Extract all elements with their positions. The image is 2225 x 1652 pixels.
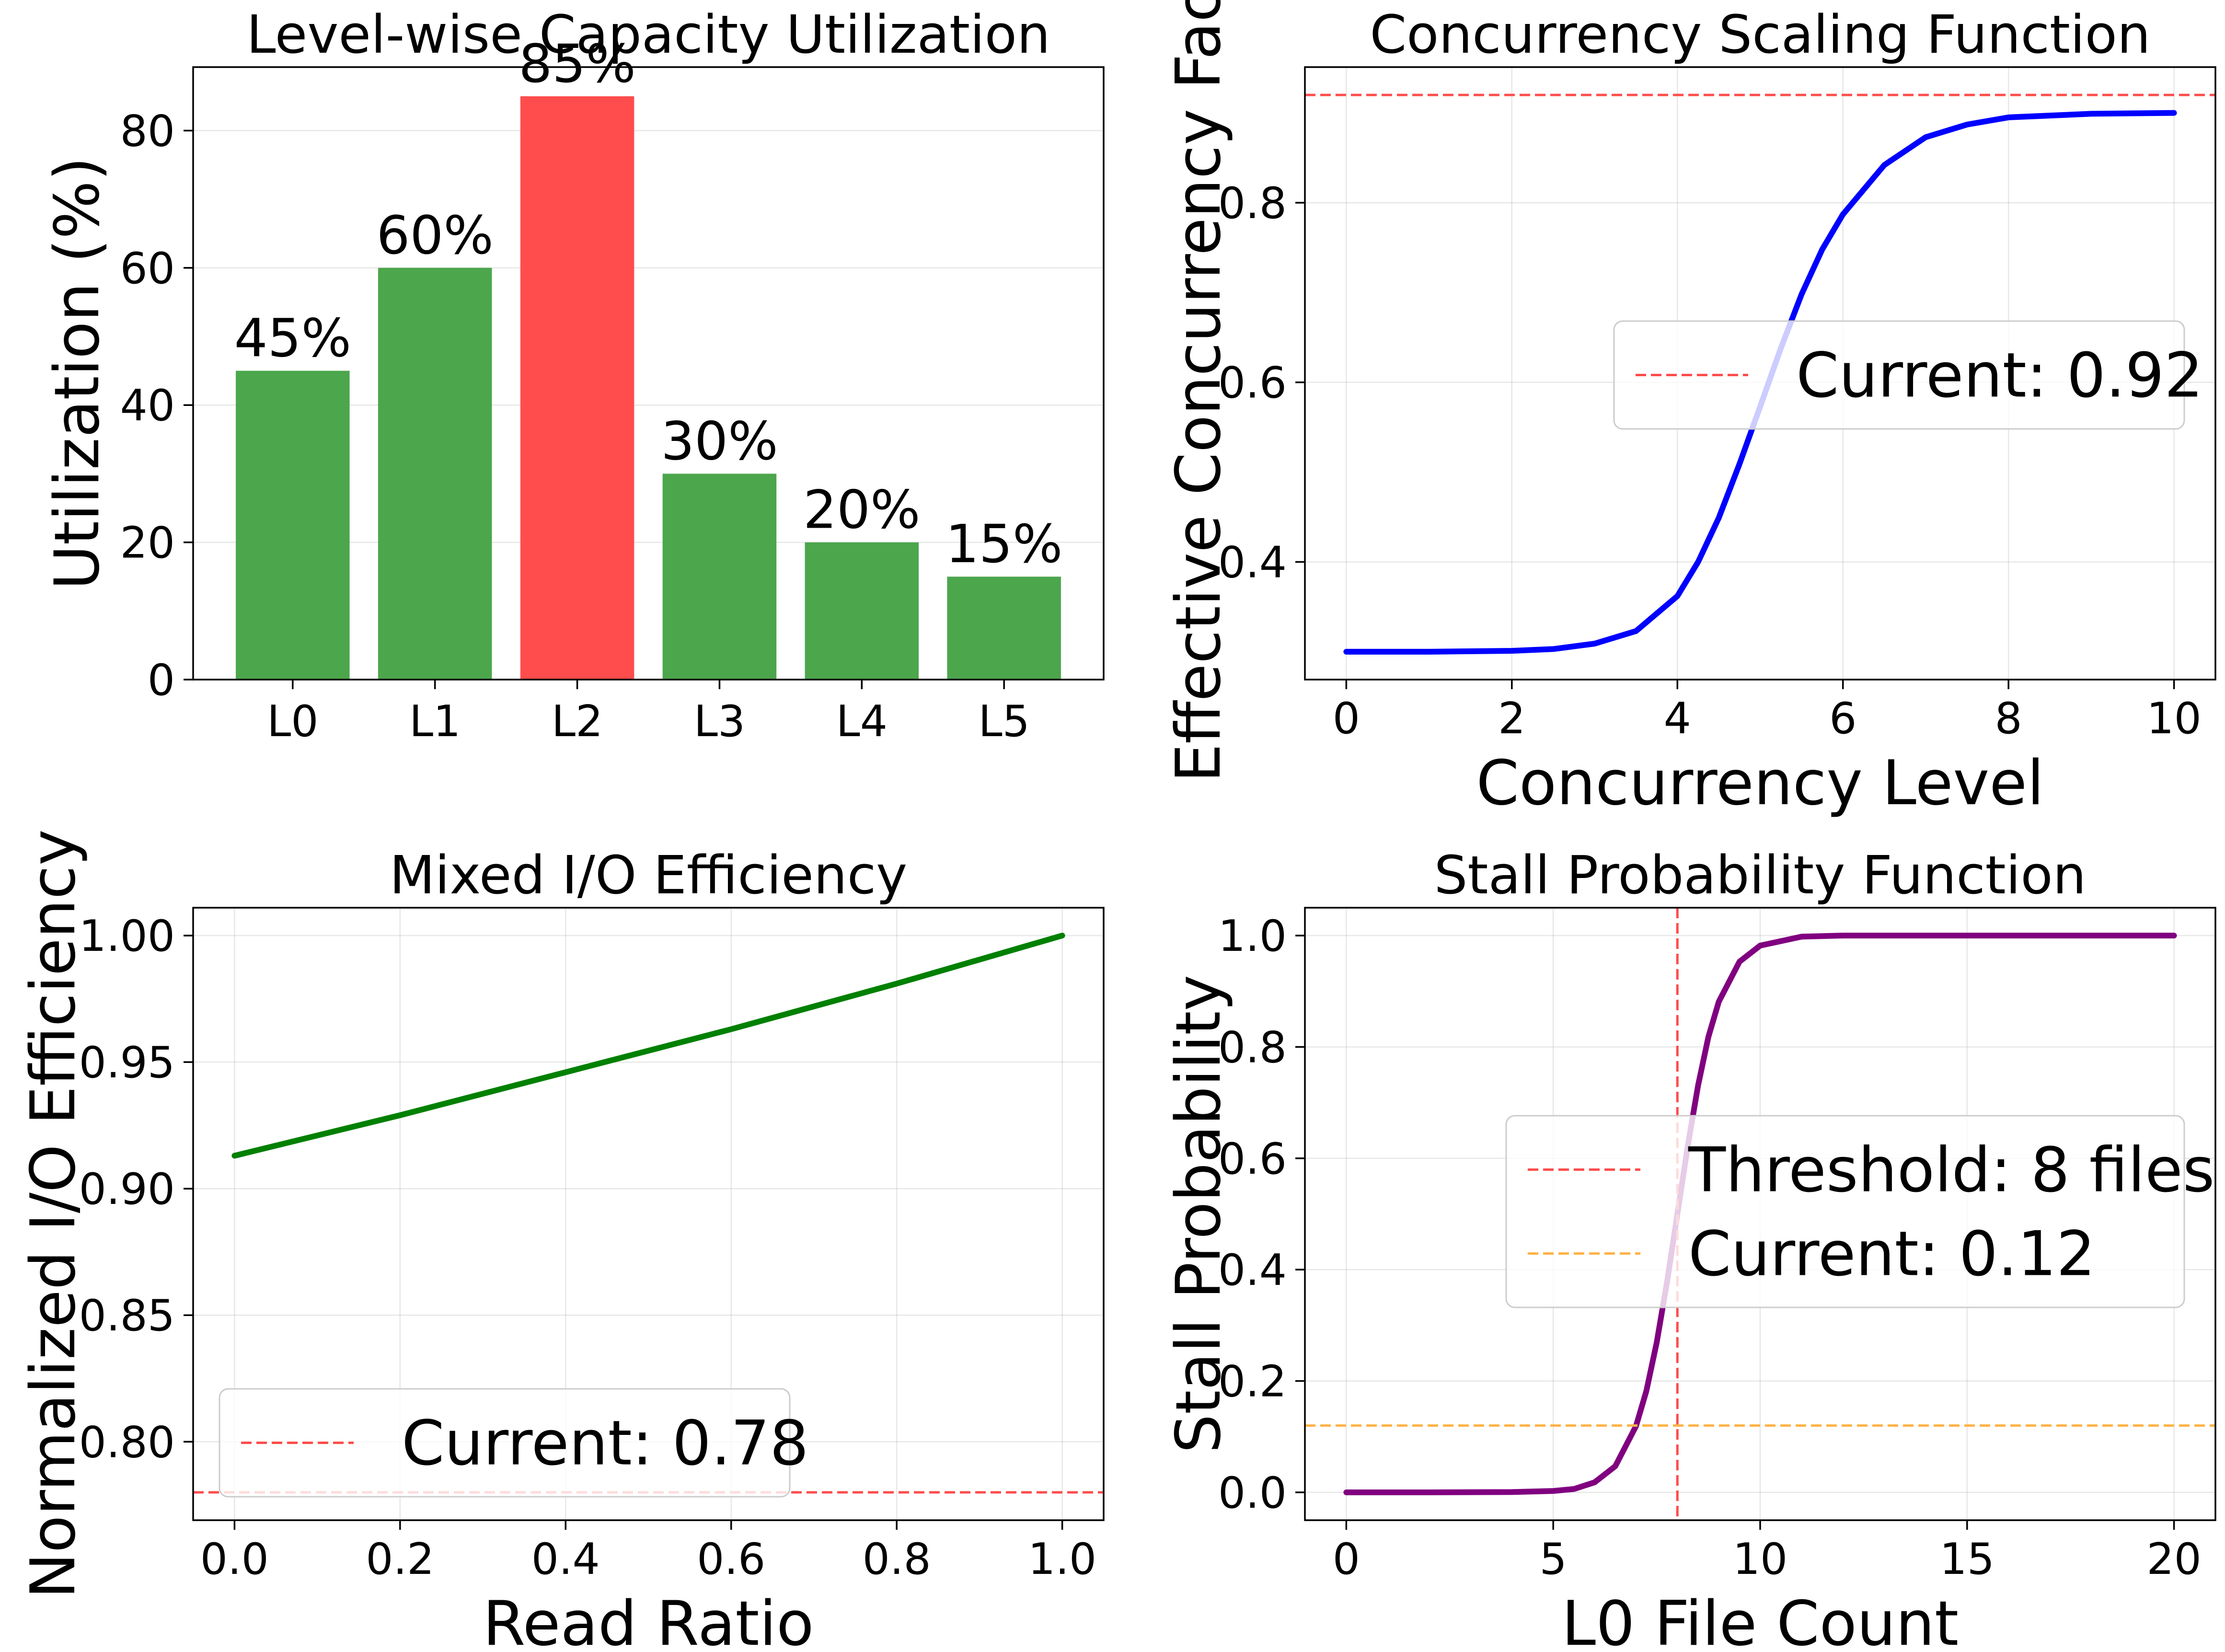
x-tick-label: 1.0 (1028, 1534, 1096, 1584)
legend-entry: Threshold: 8 files (1688, 1135, 2214, 1206)
bar-l1 (378, 267, 492, 680)
y-tick-label: 0.95 (79, 1038, 175, 1088)
x-tick-label: L2 (552, 696, 603, 747)
y-tick-label: 0.6 (1218, 1134, 1287, 1184)
axis-ticks: 0 2 4 6 8 10 0.4 0.6 0.8 (1218, 178, 2202, 744)
y-tick-label: 0.4 (1218, 538, 1287, 588)
bar-value-label: 60% (376, 205, 494, 266)
stall-probability-chart: 0 5 10 15 20 0.0 0.2 0.4 0.6 0.8 1.0 Threshold: 8 … (1163, 844, 2216, 1652)
y-tick-label: 0.85 (79, 1291, 175, 1341)
axis-ticks: 0 5 10 15 20 0.0 0.2 0.4 0.6 0.8 1.0 (1218, 911, 2202, 1584)
bar-value-label: 30% (661, 410, 778, 472)
legend-entry: Current: 0.92 (1796, 340, 2203, 412)
x-tick-label: L4 (836, 696, 888, 747)
y-tick-label: 0.8 (1218, 178, 1287, 229)
y-tick-label: 0 (148, 655, 175, 705)
y-tick-label: 0.80 (79, 1417, 175, 1467)
x-tick-label: 0.0 (200, 1534, 269, 1584)
x-tick-label: 8 (1995, 693, 2022, 744)
y-axis-label: Utilization (%) (42, 157, 113, 590)
axis-ticks: 0.0 0.2 0.4 0.6 0.8 1.0 0.80 0.85 0.90 0.95 1.00 (79, 911, 1097, 1584)
x-tick-label: 0.2 (366, 1534, 434, 1584)
y-tick-label: 0.0 (1218, 1468, 1287, 1518)
x-tick-label: 0 (1333, 1534, 1360, 1584)
y-axis-label: Effective Concurrency Fact (1163, 0, 1234, 783)
x-tick-label: 2 (1498, 693, 1525, 744)
bar-l2 (520, 96, 634, 680)
y-tick-label: 0.6 (1218, 358, 1287, 408)
bar-l5 (947, 577, 1061, 680)
x-tick-label: L3 (694, 696, 745, 747)
y-tick-label: 80 (120, 106, 175, 156)
bar-value-label: 20% (803, 479, 921, 541)
capacity-utilization-chart: L0 L1 L2 L3 L4 L5 0 20 40 60 80 45% 60% 85% 30% 20% 15%… (42, 4, 1105, 747)
x-tick-label: 0.8 (863, 1534, 931, 1584)
legend: Current: 0.78 (219, 1388, 809, 1498)
bar-value-label: 45% (234, 308, 352, 369)
legend-box (1505, 1115, 2185, 1308)
bar-value-label: 15% (945, 513, 1063, 575)
bar-value-labels: 45% 60% 85% 30% 20% 15% (234, 33, 1063, 575)
bar-l4 (805, 542, 919, 680)
x-tick-label: 20 (2146, 1534, 2202, 1584)
x-tick-label: L0 (267, 696, 318, 747)
legend: Threshold: 8 files Current: 0.12 (1505, 1115, 2214, 1308)
concurrency-scaling-chart: 0 2 4 6 8 10 0.4 0.6 0.8 Current: 0.92 Concurren… (1163, 0, 2216, 819)
legend: Current: 0.92 (1613, 320, 2203, 430)
legend-entry: Current: 0.78 (402, 1408, 809, 1479)
chart-title: Mixed I/O Efficiency (390, 844, 908, 906)
chart-title: Level-wise Capacity Utilization (246, 4, 1050, 65)
bar-l0 (236, 370, 350, 680)
series-lines (231, 933, 1065, 1159)
y-tick-label: 20 (120, 518, 175, 568)
y-tick-label: 40 (120, 381, 175, 431)
plot-frame (192, 66, 1105, 681)
series-line (231, 933, 1065, 1159)
x-tick-label: 4 (1664, 693, 1691, 744)
plot-frame (1304, 66, 2216, 681)
x-tick-label: 5 (1540, 1534, 1567, 1584)
x-tick-label: 10 (1733, 1534, 1788, 1584)
x-axis-label: Read Ratio (483, 1588, 814, 1652)
legend-box (219, 1388, 791, 1498)
x-tick-label: 15 (1940, 1534, 1995, 1584)
mixed-io-efficiency-chart: 0.0 0.2 0.4 0.6 0.8 1.0 0.80 0.85 0.90 0.95 1.00 C… (18, 829, 1105, 1652)
legend-entry: Current: 0.12 (1688, 1219, 2096, 1290)
y-tick-label: 0.90 (79, 1164, 175, 1214)
x-tick-label: 0 (1333, 693, 1360, 744)
x-tick-label: 10 (2146, 693, 2202, 744)
x-axis-label: Concurrency Level (1476, 748, 2044, 819)
x-tick-label: 0.6 (697, 1534, 765, 1584)
x-tick-label: 6 (1829, 693, 1856, 744)
y-tick-label: 60 (120, 243, 175, 294)
y-tick-label: 1.0 (1218, 911, 1287, 961)
reference-lines (1305, 908, 2215, 1520)
chart-title: Concurrency Scaling Function (1370, 4, 2150, 65)
x-axis-label: L0 File Count (1562, 1588, 1959, 1652)
bar-value-label: 85% (519, 33, 636, 94)
y-tick-label: 0.8 (1218, 1022, 1287, 1073)
y-axis-label: Stall Probability (1163, 975, 1234, 1453)
chart-title: Stall Probability Function (1434, 844, 2087, 906)
bar-l3 (662, 474, 777, 680)
x-tick-label: L1 (409, 696, 461, 747)
bars (236, 96, 1061, 680)
y-tick-label: 0.2 (1218, 1357, 1287, 1407)
axis-ticks: L0 L1 L2 L3 L4 L5 0 20 40 60 80 (120, 106, 1029, 747)
y-tick-label: 1.00 (79, 911, 175, 961)
x-tick-label: L5 (978, 696, 1029, 747)
y-axis-label: Normalized I/O Efficiency (18, 829, 89, 1598)
y-tick-label: 0.4 (1218, 1245, 1287, 1295)
x-tick-label: 0.4 (531, 1534, 600, 1584)
plot-frame (192, 907, 1105, 1521)
legend-box (1613, 320, 2185, 430)
